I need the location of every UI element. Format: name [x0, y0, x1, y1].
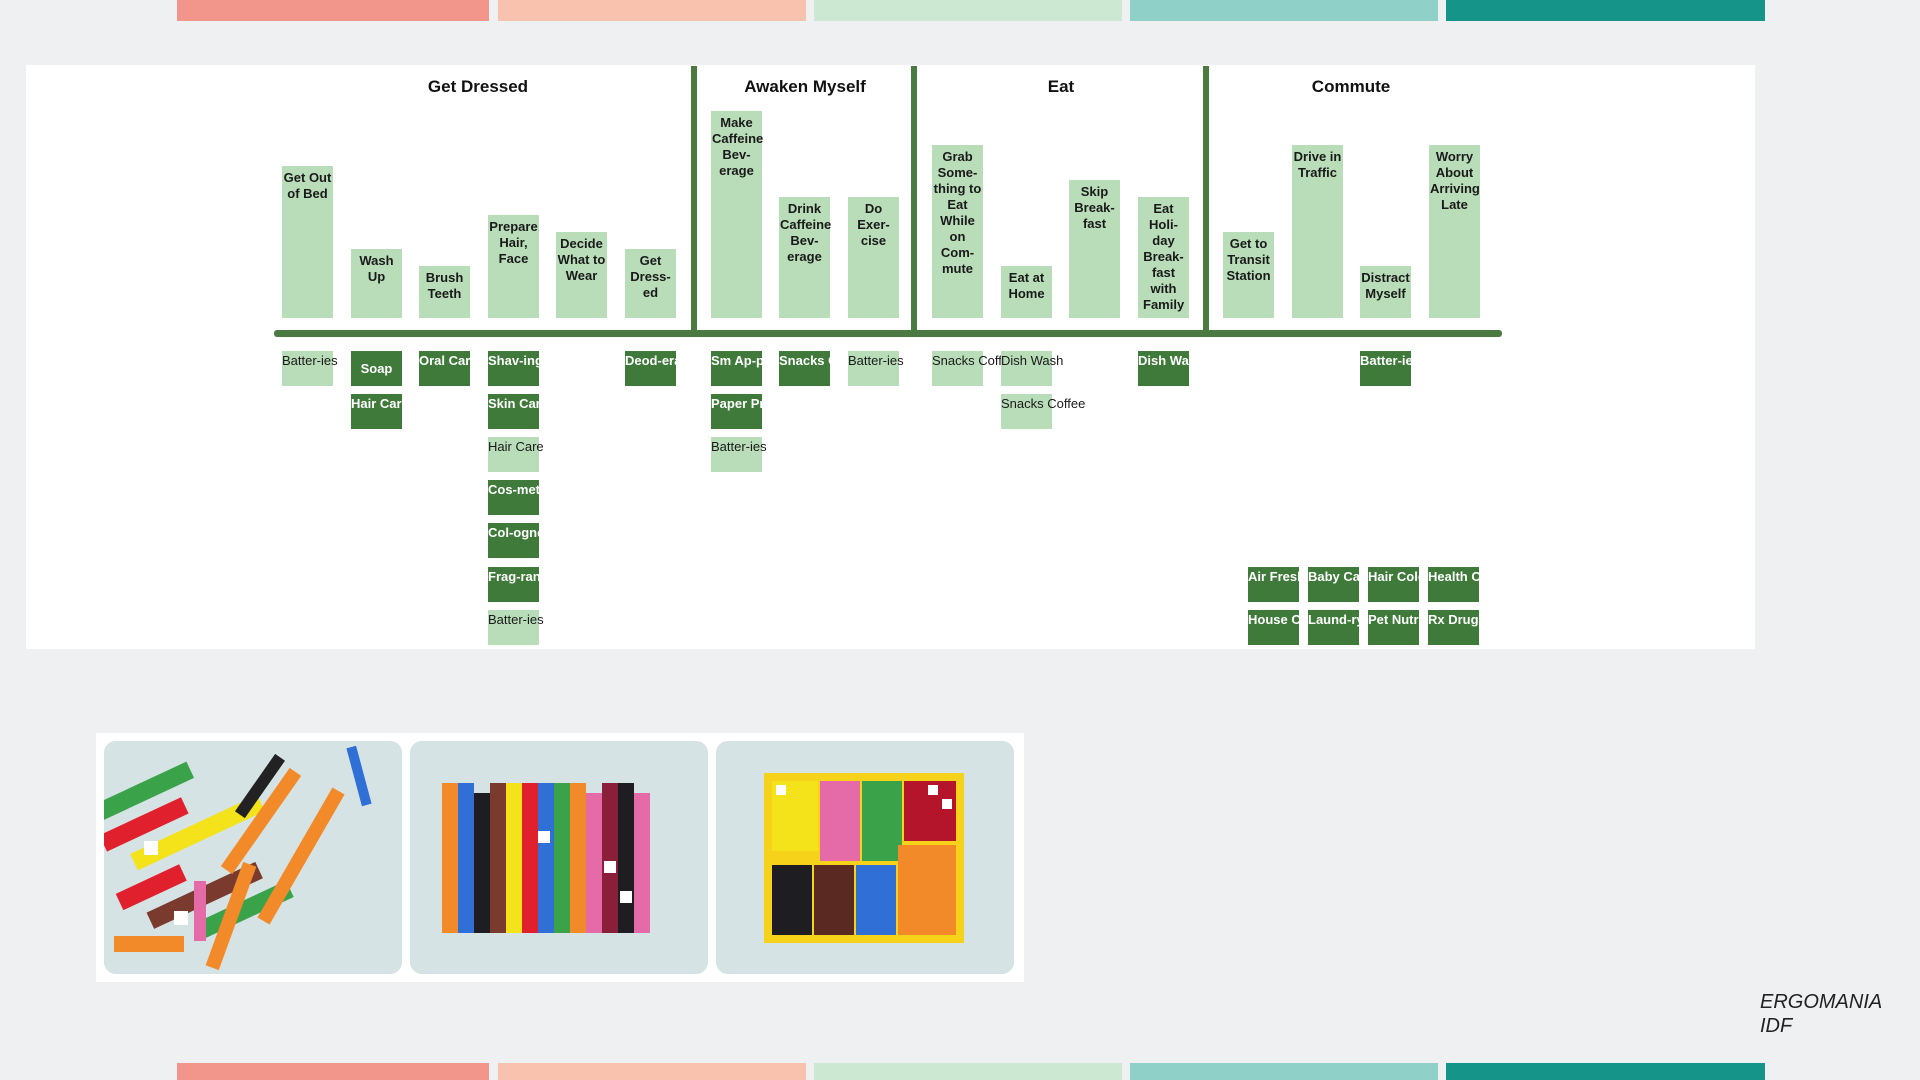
phase-divider — [691, 66, 697, 331]
stripe-2 — [498, 0, 806, 21]
category-tile: Soap — [351, 351, 402, 386]
category-tile: Batter-ies — [711, 437, 767, 472]
category-tile: Batter-ies — [848, 351, 904, 386]
step-prepare-hair-face: Prepare Hair, Face — [488, 215, 539, 318]
category-tile: Oral Care — [419, 351, 478, 386]
step-make-caffeine-beverage: Make Caffeine Bev-erage — [711, 111, 763, 318]
category-tile: Hair Care — [488, 437, 544, 472]
step-eat-at-home: Eat at Home — [1001, 266, 1052, 318]
stripe-4 — [1130, 1063, 1438, 1080]
category-tile: Snacks Coffee — [932, 351, 1016, 386]
step-get-out-of-bed: Get Out of Bed — [282, 166, 333, 318]
rods-scattered-photo — [104, 741, 402, 974]
category-tile: Paper Product — [711, 394, 800, 429]
phase-header-commute: Commute — [1311, 77, 1391, 96]
step-get-dressed: Get Dress-ed — [625, 249, 676, 318]
category-tile: Cos-metics — [488, 480, 558, 515]
category-tile: Dish Wash — [1001, 351, 1063, 386]
phase-divider — [1203, 66, 1209, 331]
step-brush-teeth: Brush Teeth — [419, 266, 470, 318]
stripe-1 — [177, 0, 489, 21]
category-tile: Skin Care — [488, 394, 548, 429]
category-tile: Batter-ies — [1360, 351, 1420, 386]
category-tile: Col-ognes — [488, 523, 552, 558]
step-grab-something-to-eat: Grab Some-thing to Eat While on Com-mute — [932, 145, 983, 318]
step-do-exercise: Do Exer-cise — [848, 197, 899, 318]
stripe-1 — [177, 1063, 489, 1080]
stripe-3 — [814, 1063, 1122, 1080]
stripe-2 — [498, 1063, 806, 1080]
step-skip-breakfast: Skip Break-fast — [1069, 180, 1120, 318]
category-tile: Health Care — [1428, 567, 1500, 602]
phase-divider — [911, 66, 917, 331]
stripe-5 — [1446, 0, 1765, 21]
category-tile: Deod-erant — [625, 351, 694, 386]
category-tile: Snacks Coffee — [779, 351, 869, 386]
top-color-stripes — [177, 0, 1765, 21]
category-tile: Rx Drugs — [1428, 610, 1486, 645]
rods-lined-photo — [410, 741, 708, 974]
step-worry-about-arriving-late: Worry About Arriving Late — [1429, 145, 1480, 318]
phase-header-eat: Eat — [1047, 77, 1075, 96]
category-tile: Shav-ing — [488, 351, 543, 386]
step-drive-in-traffic: Drive in Traffic — [1292, 145, 1343, 318]
photo-strip — [96, 733, 1024, 982]
category-tile: Snacks Coffee — [1001, 394, 1085, 429]
category-tile: Pet Nutrit. — [1368, 610, 1430, 645]
category-tile: Frag-rances — [488, 567, 562, 602]
category-tile: Laund-ry Care — [1308, 610, 1396, 645]
bottom-color-stripes — [177, 1063, 1765, 1080]
brand-line-2: IDF — [1760, 1015, 1793, 1037]
category-tile: Hair Care — [351, 394, 409, 429]
timeline-axis — [274, 330, 1502, 337]
category-tile: Baby Care — [1308, 567, 1372, 602]
step-wash-up: Wash Up — [351, 249, 402, 318]
category-tile: Hair Color — [1368, 567, 1431, 602]
category-tile: Batter-ies — [488, 610, 544, 645]
step-decide-what-to-wear: Decide What to Wear — [556, 232, 607, 318]
step-drink-caffeine-beverage: Drink Caffeine Bev-erage — [779, 197, 831, 318]
category-tile: Sm Ap-pliance — [711, 351, 801, 386]
rods-in-tray-photo — [716, 741, 1014, 974]
phase-header-get-dressed: Get Dressed — [427, 77, 529, 96]
category-tile: Dish Wash — [1138, 351, 1204, 386]
brand-label: ERGOMANIA IDF — [1760, 990, 1882, 1038]
step-eat-holiday-breakfast: Eat Holi-day Break-fast with Family — [1138, 197, 1189, 318]
step-distract-myself: Distract Myself — [1360, 266, 1411, 318]
category-tile: Batter-ies — [282, 351, 338, 386]
stripe-3 — [814, 0, 1122, 21]
category-tile: Air Fresh. — [1248, 567, 1309, 602]
stripe-4 — [1130, 0, 1438, 21]
phase-header-awaken-myself: Awaken Myself — [744, 77, 866, 96]
category-tile: House Cleaner — [1248, 610, 1339, 645]
stripe-5 — [1446, 1063, 1765, 1080]
brand-line-1: ERGOMANIA — [1760, 991, 1883, 1013]
step-get-to-transit-station: Get to Transit Station — [1223, 232, 1274, 318]
